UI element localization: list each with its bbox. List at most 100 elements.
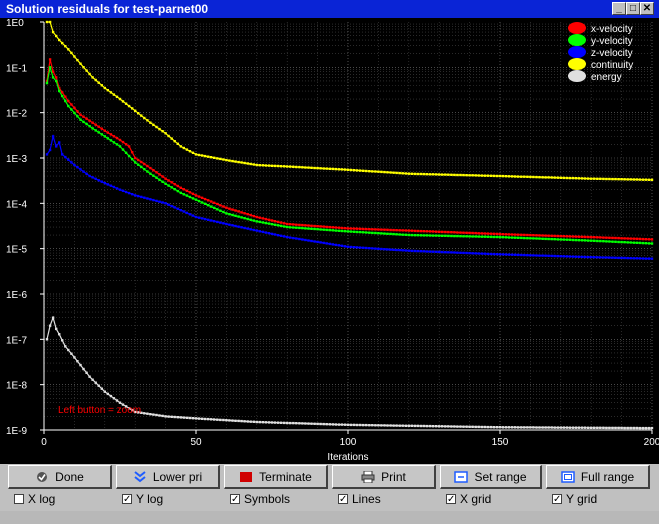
series-point: [85, 371, 88, 374]
chart-legend: x-velocityy-velocityz-velocitycontinuity…: [568, 22, 633, 83]
series-point: [158, 173, 161, 176]
lower-priority-button[interactable]: Lower pri: [116, 465, 220, 489]
series-point: [289, 226, 292, 229]
series-point: [228, 419, 231, 422]
series-point: [644, 178, 648, 181]
series-point: [328, 228, 331, 232]
series-point: [647, 257, 651, 260]
series-point: [173, 183, 176, 186]
series-point: [504, 253, 508, 256]
series-point: [590, 426, 593, 429]
series-point: [331, 423, 334, 426]
series-point: [164, 132, 167, 135]
terminate-button[interactable]: Terminate: [224, 465, 328, 489]
series-point: [489, 232, 493, 235]
series-point: [210, 205, 213, 208]
series-point: [276, 220, 280, 224]
series-point: [106, 392, 109, 396]
series-point: [82, 115, 85, 118]
series-point: [76, 115, 79, 118]
series-point: [520, 426, 523, 429]
lines-checkbox[interactable]: ✓ Lines: [338, 492, 381, 506]
checkbox-box[interactable]: ✓: [446, 494, 456, 505]
series-point: [112, 93, 116, 96]
series-point: [182, 416, 185, 419]
series-point: [608, 177, 611, 181]
series-point: [161, 130, 164, 133]
legend-marker: [568, 22, 586, 34]
series-point: [292, 223, 295, 226]
series-point: [70, 103, 73, 106]
series-point: [489, 235, 493, 239]
residuals-chart[interactable]: 1E0 1E-1 1E-2 1E-3 1E-4 1E-5 1E-6 1E-7 1E-8 1E-9 0…: [0, 18, 659, 464]
series-point: [203, 217, 207, 221]
series-point: [477, 232, 480, 235]
series-point: [422, 234, 426, 237]
checkbox-box[interactable]: ✓: [230, 494, 240, 505]
checkbox-box[interactable]: ✓: [552, 494, 562, 505]
close-icon[interactable]: ✕: [640, 2, 654, 15]
series-point: [647, 426, 651, 430]
window-title: Solution residuals for test-parnet00: [6, 2, 209, 16]
x-log-checkbox[interactable]: X log: [14, 492, 55, 506]
series-point: [48, 148, 52, 152]
checkbox-box[interactable]: [14, 494, 24, 504]
series-point: [243, 226, 246, 230]
series-point: [106, 137, 109, 140]
series-point: [386, 228, 389, 231]
series-point: [79, 118, 82, 121]
print-button[interactable]: Print: [332, 465, 436, 489]
series-point: [115, 399, 119, 402]
series-point: [134, 109, 137, 112]
set-range-button[interactable]: Set range: [440, 465, 542, 489]
checkbox-box[interactable]: ✓: [338, 494, 348, 505]
x-grid-checkbox[interactable]: ✓ X grid: [446, 492, 491, 506]
series-point: [219, 157, 222, 161]
series-point: [635, 178, 638, 181]
series-point: [179, 186, 182, 189]
series-point: [167, 184, 170, 187]
series-point: [501, 236, 505, 239]
x-tick-label: 50: [190, 437, 202, 448]
series-point: [577, 239, 581, 242]
checkbox-box[interactable]: ✓: [122, 494, 132, 505]
series-point: [568, 176, 572, 180]
terminate-label: Terminate: [259, 469, 312, 484]
minimize-icon[interactable]: _: [612, 2, 626, 15]
series-point: [48, 66, 52, 69]
series-point: [386, 248, 389, 251]
chevron-down-icon: [134, 470, 146, 482]
series-point: [398, 248, 401, 252]
series-point: [273, 220, 277, 223]
series-point: [644, 257, 648, 260]
series-point: [617, 426, 620, 430]
series-point: [456, 251, 459, 254]
series-point: [279, 165, 283, 168]
series-point: [267, 218, 271, 221]
series-point: [61, 339, 64, 342]
series-point: [532, 175, 535, 179]
series-point: [161, 201, 164, 204]
series-point: [76, 110, 79, 113]
series-point: [571, 238, 575, 242]
full-range-button[interactable]: Full range: [546, 465, 650, 489]
series-point: [617, 178, 620, 181]
y-grid-label: Y grid: [566, 492, 598, 506]
series-point: [273, 223, 277, 226]
series-point: [207, 417, 210, 421]
series-point: [188, 213, 192, 216]
series-point: [435, 230, 438, 233]
series-point: [565, 238, 569, 241]
series-point: [438, 425, 441, 428]
series-point: [112, 141, 116, 144]
maximize-icon[interactable]: □: [626, 2, 640, 15]
symbols-checkbox[interactable]: ✓ Symbols: [230, 492, 290, 506]
series-point: [392, 248, 395, 251]
y-grid-checkbox[interactable]: ✓ Y grid: [552, 492, 597, 506]
series-point: [194, 215, 198, 219]
series-point: [219, 209, 222, 212]
series-point: [441, 425, 444, 428]
y-log-checkbox[interactable]: ✓ Y log: [122, 492, 163, 506]
series-point: [574, 255, 578, 258]
done-button[interactable]: Done: [8, 465, 112, 489]
